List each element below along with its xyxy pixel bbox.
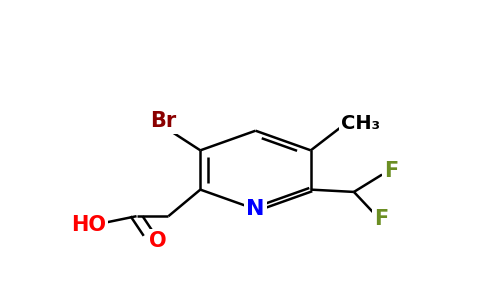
Text: HO: HO (71, 215, 106, 236)
Text: CH₃: CH₃ (341, 114, 380, 133)
Text: Br: Br (150, 112, 176, 131)
Text: N: N (246, 199, 265, 219)
Text: F: F (384, 161, 398, 181)
Text: F: F (374, 209, 389, 229)
Text: O: O (149, 231, 167, 251)
